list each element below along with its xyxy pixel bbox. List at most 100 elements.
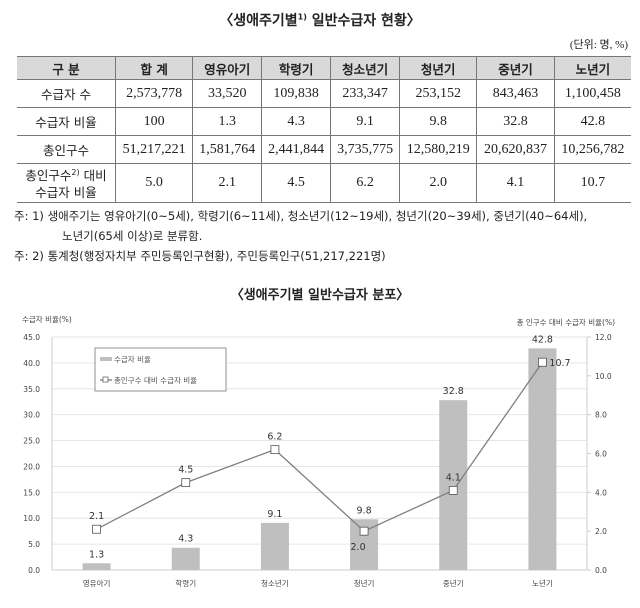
y-tick-label: 35.0 [23,385,40,394]
x-tick-label: 학령기 [175,578,196,588]
y-tick-label: 10.0 [23,514,40,523]
label-part: 수급자 비율 [35,184,97,200]
legend-bar-swatch [100,357,112,361]
legend-label: 총인구수 대비 수급자 비율 [114,375,197,385]
bar-label: 9.8 [357,505,372,516]
table-cell: 33,520 [192,79,263,108]
line-marker [538,357,547,367]
y-tick-label: 20.0 [23,462,40,471]
column-header: 영유아기 [192,56,263,80]
y-tick-label: 5.0 [28,540,40,549]
legend-marker-swatch [102,376,109,383]
y2-tick-label: 10.0 [595,372,612,381]
bar [171,547,200,570]
table-cell: 109,838 [261,79,332,108]
x-tick-label: 노년기 [532,578,553,588]
bar [82,563,111,570]
table-cell: 2,441,844 [261,135,332,164]
table-cell: 2,573,778 [114,79,194,108]
y-tick-label: 15.0 [23,488,40,497]
table-row: 총인구수2) 대비 수급자 비율 5.0 2.1 4.5 6.2 2.0 4.1 10.7 [17,163,631,203]
line-marker [181,478,191,488]
label-footnote: 2) [71,168,80,178]
y2-tick-label: 2.0 [595,527,607,536]
line-marker [448,485,458,495]
table-title: 〈생애주기별1) 일반수급자 현황〉 [0,10,640,30]
y2-axis-title: 총 인구수 대비 수급자 비율(%) [517,317,615,327]
label-part: 총인구수 [25,168,72,184]
table-cell: 2.1 [192,163,263,203]
chart: 수급자 비율(%) 총 인구수 대비 수급자 비율(%) 0.0 5.0 10.0 15.… [22,315,615,588]
x-tick-label: 중년기 [443,578,464,588]
line-series [96,361,543,532]
chart-title: 〈생애주기별 일반수급자 분포〉 [230,288,410,303]
y2-tick-label: 0.0 [595,566,607,575]
table-cell: 100 [114,107,194,136]
table-cell: 2.0 [399,163,478,203]
column-header: 구 분 [17,56,116,80]
y2-tick-label: 12.0 [595,333,612,342]
line-marker [359,526,369,536]
table-cell: 6.2 [330,163,401,203]
table-row: 수급자 비율 100 1.3 4.3 9.1 9.8 32.8 42.8 [17,107,631,136]
table-cell: 3,735,775 [330,135,401,164]
bar-label: 4.3 [178,534,193,545]
title-text-rest: 일반수급자 현황〉 [306,13,421,29]
column-header: 청년기 [399,56,478,80]
column-header: 중년기 [476,56,555,80]
table-row: 수급자 수 2,573,778 33,520 109,838 233,347 253,15… [17,79,631,108]
table-row: 총인구수 51,217,221 1,581,764 2,441,844 3,735,77… [17,135,631,164]
table-cell: 10.7 [553,163,631,203]
y-tick-label: 40.0 [23,359,40,368]
note-2: 주: 2) 통계청(행정자치부 주민등록인구현황), 주민등록인구(51,217… [14,249,386,263]
table-cell: 1.3 [192,107,263,136]
table-cell: 5.0 [114,163,194,203]
bar [439,400,468,570]
x-tick-label: 영유아기 [83,578,111,588]
table-cell: 32.8 [476,107,555,136]
y-tick-label: 25.0 [23,437,40,446]
legend-label: 수급자 비율 [114,355,151,364]
line-label: 10.7 [549,358,570,369]
line-label: 4.1 [446,472,461,483]
label-part: 대비 [79,168,107,184]
y-tick-label: 45.0 [23,333,40,342]
bar-label: 1.3 [89,549,104,560]
title-footnote: 1) [297,12,307,22]
row-label: 수급자 수 [17,79,116,108]
bar [260,522,289,570]
table-cell: 4.3 [261,107,332,136]
table-cell: 253,152 [399,79,478,108]
bar-label: 9.1 [267,509,282,520]
table-cell: 51,217,221 [114,135,194,164]
y-axis-title: 수급자 비율(%) [22,315,72,324]
line-marker [270,445,280,455]
y2-tick-label: 8.0 [595,411,607,420]
legend [94,347,227,392]
table-cell: 4.1 [476,163,555,203]
bar [528,348,557,570]
table-cell: 233,347 [330,79,401,108]
table-cell: 12,580,219 [399,135,478,164]
y-tick-label: 30.0 [23,411,40,420]
table-cell: 42.8 [553,107,631,136]
line-label: 4.5 [178,465,193,476]
x-tick-label: 청년기 [354,578,375,588]
line-marker [92,524,101,534]
title-text: 〈생애주기별 [219,13,298,29]
line-label: 6.2 [267,432,282,443]
x-tick-label: 청소년기 [261,578,289,588]
table-cell: 1,100,458 [553,79,631,108]
bar-label: 42.8 [532,334,553,345]
line-label: 2.1 [89,511,104,522]
table-cell: 9.8 [399,107,478,136]
y2-tick-label: 4.0 [595,488,607,497]
table-cell: 4.5 [261,163,332,203]
note-1: 주: 1) 생애주기는 영유아기(0~5세), 학령기(6~11세), 청소년기… [14,209,588,223]
unit-label: (단위: 명, %) [569,39,628,51]
table-cell: 10,256,782 [553,135,631,164]
row-label: 총인구수2) 대비 수급자 비율 [17,163,116,203]
y2-tick-label: 6.0 [595,450,607,459]
bar-label: 32.8 [443,386,464,397]
